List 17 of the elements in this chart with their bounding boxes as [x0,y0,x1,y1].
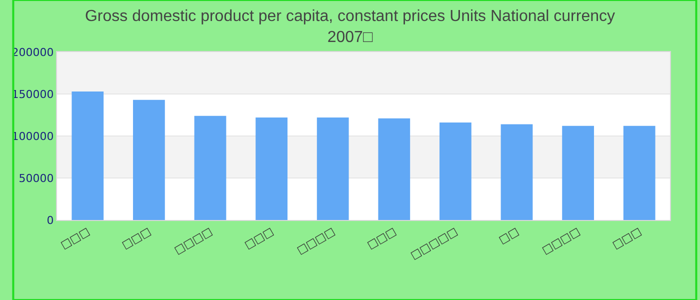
x-tick-label: □□ [496,224,521,246]
y-tick-label: 100000 [12,130,54,143]
y-tick-label: 50000 [18,172,54,185]
bar [256,118,288,220]
bar [133,100,165,220]
y-tick-label: 0 [46,214,54,227]
bar [194,116,226,220]
bar [378,118,410,220]
bar [500,124,533,220]
bar [72,91,104,220]
bar [316,118,349,220]
y-tick-label: 150000 [12,88,54,101]
chart-title: Gross domestic product per capita, constant prices Units National currency 2007□ [84,8,616,46]
bar [623,126,656,220]
bar [562,126,594,220]
bar [440,122,472,220]
y-tick-label: 200000 [12,46,54,59]
